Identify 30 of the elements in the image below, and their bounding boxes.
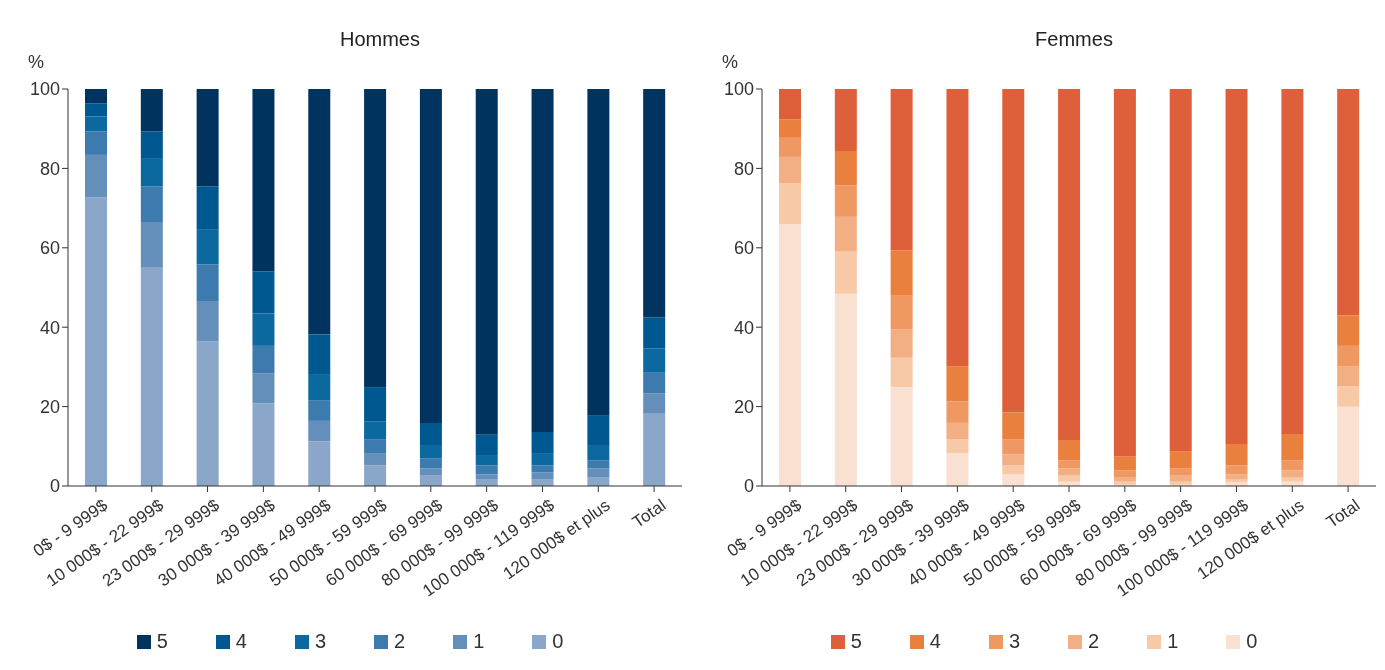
y-tick-label: 100 — [723, 79, 754, 100]
x-tick-label: Total — [628, 495, 670, 532]
legend-label: 3 — [1008, 630, 1020, 653]
y-tick-label: 0 — [49, 476, 60, 497]
legend-label: 0 — [552, 630, 564, 653]
chart-title: Femmes — [1034, 28, 1114, 51]
y-tick-label: 40 — [39, 317, 60, 338]
legend-label: 2 — [394, 630, 406, 653]
y-tick-label: 60 — [39, 238, 60, 259]
x-tick-label: Total — [1322, 495, 1364, 532]
chart-title: Hommes — [339, 28, 421, 51]
y-axis-title: % — [722, 52, 739, 73]
legend-label: 4 — [929, 630, 941, 653]
legend-label: 2 — [1088, 630, 1100, 653]
y-axis-title: % — [28, 52, 45, 73]
legend-label: 5 — [850, 630, 862, 653]
y-tick-label: 20 — [733, 396, 754, 417]
y-tick-label: 20 — [39, 396, 60, 417]
y-tick-label: 40 — [733, 317, 754, 338]
y-tick-label: 100 — [29, 79, 60, 100]
y-tick-label: 80 — [733, 158, 754, 179]
legend-label: 0 — [1246, 630, 1258, 653]
legend-label: 5 — [156, 630, 168, 653]
legend-label: 4 — [235, 630, 247, 653]
y-tick-label: 0 — [743, 476, 754, 497]
legend-label: 1 — [473, 630, 485, 653]
y-tick-label: 80 — [39, 158, 60, 179]
legend-label: 1 — [1167, 630, 1179, 653]
legend-label: 3 — [314, 630, 326, 653]
y-tick-label: 60 — [733, 238, 754, 259]
